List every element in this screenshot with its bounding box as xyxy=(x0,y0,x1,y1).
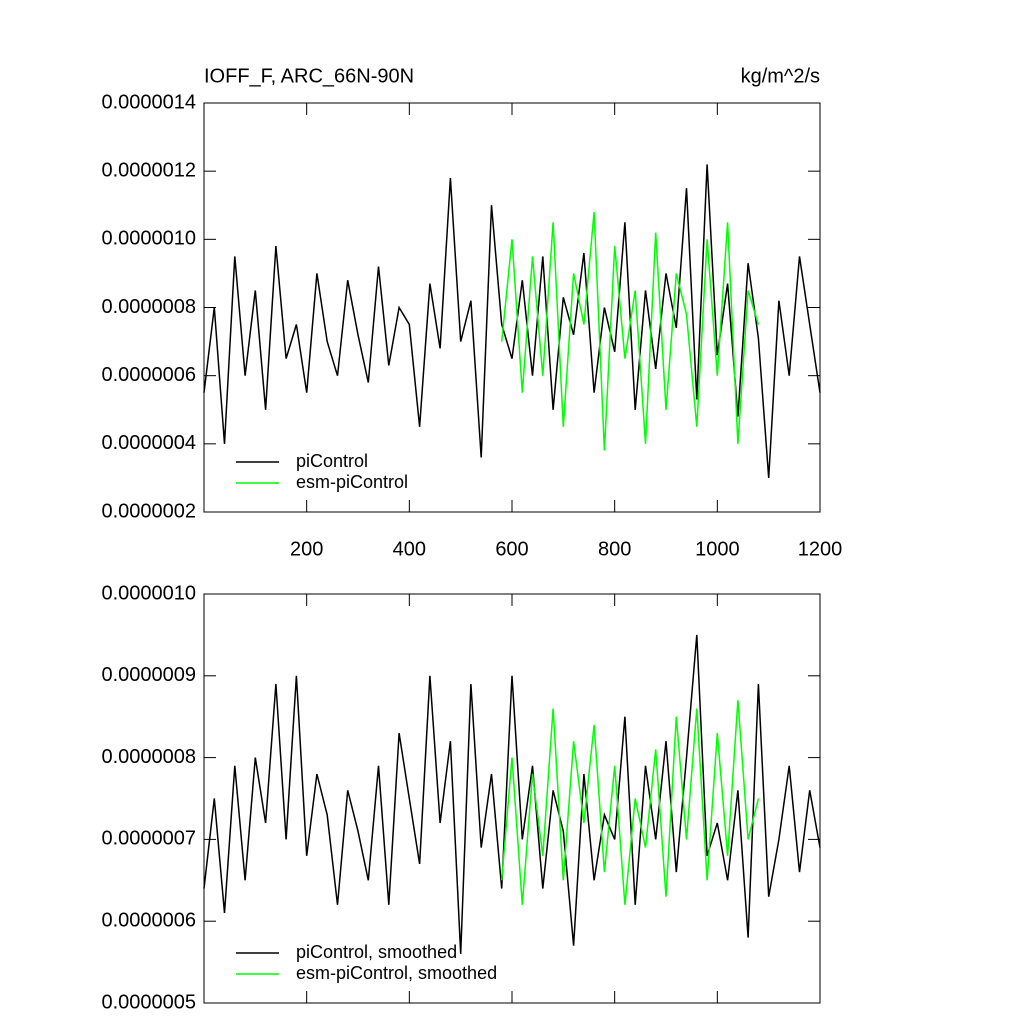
x-tick-label: 400 xyxy=(393,538,426,560)
legend-label: esm-piControl xyxy=(296,472,408,492)
y-tick-label: 0.0000008 xyxy=(101,746,196,768)
units-label: kg/m^2/s xyxy=(741,65,820,87)
y-tick-label: 0.0000012 xyxy=(101,159,196,181)
x-tick-label: 600 xyxy=(495,538,528,560)
series-line xyxy=(500,212,760,451)
x-tick-label: 1200 xyxy=(798,538,843,560)
x-tick-label: 200 xyxy=(290,538,323,560)
y-tick-label: 0.0000014 xyxy=(101,91,196,113)
legend-label: piControl xyxy=(296,451,368,471)
series-line xyxy=(203,164,821,478)
y-tick-label: 0.0000004 xyxy=(101,432,196,454)
y-tick-label: 0.0000010 xyxy=(101,228,196,250)
y-tick-label: 0.0000010 xyxy=(101,582,196,604)
y-tick-label: 0.0000008 xyxy=(101,296,196,318)
y-tick-label: 0.0000007 xyxy=(101,828,196,850)
series-line xyxy=(203,634,821,954)
series-line xyxy=(500,700,760,905)
y-tick-label: 0.0000009 xyxy=(101,664,196,686)
x-tick-label: 1000 xyxy=(695,538,740,560)
x-tick-label: 800 xyxy=(598,538,631,560)
chart-title: IOFF_F, ARC_66N-90N xyxy=(204,65,414,87)
y-tick-label: 0.0000006 xyxy=(101,364,196,386)
y-tick-label: 0.0000006 xyxy=(101,909,196,931)
legend-label: piControl, smoothed xyxy=(296,942,457,962)
legend-label: esm-piControl, smoothed xyxy=(296,963,497,983)
y-tick-label: 0.0000005 xyxy=(101,991,196,1013)
y-tick-label: 0.0000002 xyxy=(101,500,196,522)
